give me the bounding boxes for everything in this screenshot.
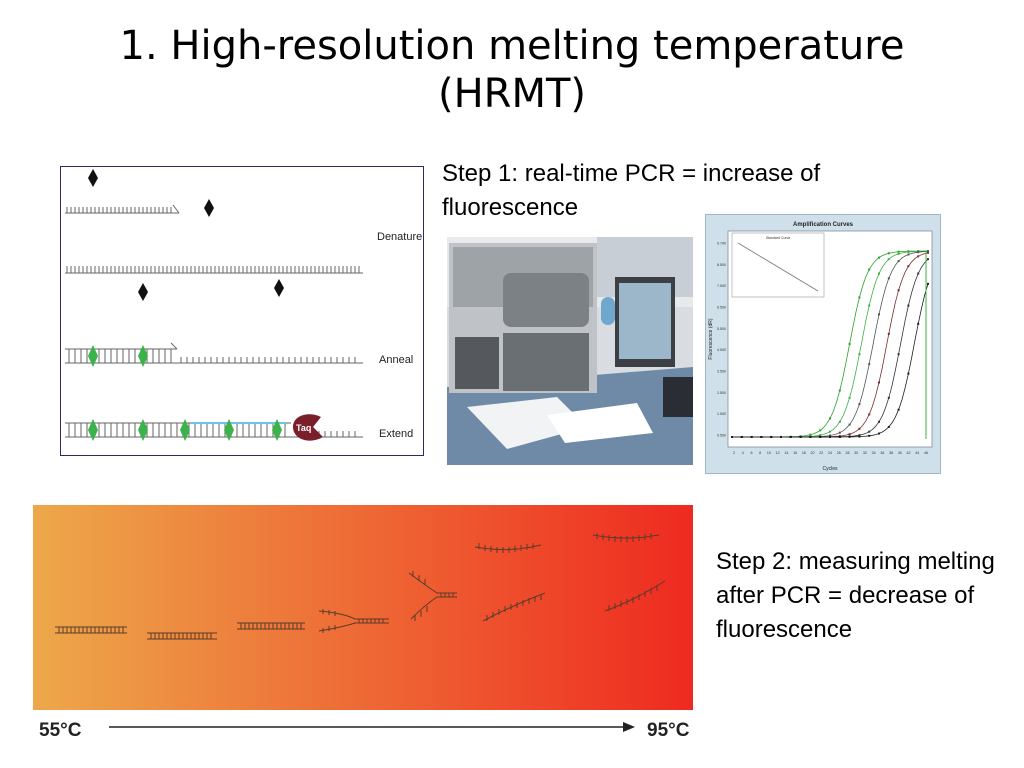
- taq-polymerase-icon: [293, 414, 323, 441]
- amp-chart-ylabel: Fluorescence (dR): [708, 318, 714, 359]
- amp-x-tick-label: 28: [845, 451, 849, 455]
- amp-x-tick-label: 32: [863, 451, 867, 455]
- probe-marker: [204, 199, 214, 217]
- dna-single-strand: [482, 592, 546, 622]
- dna-single-strand: [474, 543, 542, 553]
- amp-y-tick-label: 6.500: [717, 306, 726, 310]
- anneal-label: Anneal: [379, 354, 413, 366]
- amp-y-tick-label: 8.500: [717, 263, 726, 267]
- amp-x-tick-label: 4: [742, 451, 744, 455]
- amp-x-tick-label: 16: [793, 451, 797, 455]
- melting-gradient-panel: 55°C 95°C: [33, 505, 693, 745]
- dna-partially-melted: [318, 609, 389, 633]
- slide-title: 1. High-resolution melting temperature (…: [119, 23, 905, 117]
- fluorescent-probe: [272, 419, 282, 441]
- step2-caption: Step 2: measuring melting after PCR = de…: [716, 548, 995, 643]
- pcr-cycle-diagram: Denature Anneal: [60, 166, 424, 456]
- amp-chart-xlabel: Cycles: [822, 466, 838, 472]
- fluorescent-probe: [224, 419, 234, 441]
- dna-single-strand: [604, 580, 666, 612]
- amp-data-point: [927, 250, 929, 253]
- amp-y-tick-label: 3.500: [717, 370, 726, 374]
- dna-strand-long: [65, 266, 363, 274]
- amp-x-tick-label: 36: [880, 451, 884, 455]
- amp-x-tick-label: 8: [759, 451, 761, 455]
- melting-svg: 55°C 95°C: [33, 505, 693, 745]
- amp-y-tick-label: 9.700: [717, 242, 726, 246]
- end-temperature: 95°C: [647, 720, 690, 741]
- dna-strand-short: [65, 204, 180, 214]
- amp-x-tick-label: 40: [898, 451, 902, 455]
- fluorescent-probe: [180, 419, 190, 441]
- pcr-instrument-photo: [447, 237, 693, 465]
- amp-x-tick-label: 20: [811, 451, 815, 455]
- amp-x-tick-label: 46: [924, 451, 928, 455]
- amp-chart-title: Amplification Curves: [793, 222, 854, 228]
- standard-curve-line: [737, 242, 819, 292]
- amp-x-tick-label: 10: [767, 451, 771, 455]
- amp-y-tick-label: 0.500: [717, 434, 726, 438]
- amp-x-tick-label: 18: [802, 451, 806, 455]
- amp-x-tick-label: 26: [837, 451, 841, 455]
- dna-double-strand: [237, 622, 305, 630]
- taq-label: Taq: [296, 423, 311, 433]
- amp-x-tick-label: 38: [889, 451, 893, 455]
- probe-marker: [138, 283, 148, 301]
- amp-x-tick-label: 30: [854, 451, 858, 455]
- fluorescent-probe: [138, 419, 148, 441]
- amp-curve-line: [732, 283, 929, 438]
- amp-data-point: [927, 258, 929, 261]
- amplification-curves-chart: Amplification Curves Cycles Fluorescence…: [705, 214, 941, 474]
- amp-y-tick-label: 7.500: [717, 284, 726, 288]
- dna-partially-melted: [408, 571, 457, 621]
- amp-x-tick-label: 42: [907, 451, 911, 455]
- dna-double-strand: [55, 626, 127, 634]
- dna-anneal: [65, 342, 363, 364]
- fluorescent-probe: [88, 419, 98, 441]
- denature-label: Denature: [377, 231, 422, 243]
- standard-curve-inset: [731, 232, 825, 298]
- dna-double-strand: [147, 632, 217, 640]
- instrument-photo-svg: [447, 237, 693, 465]
- temperature-gradient: [33, 505, 693, 710]
- inset-title: Standard Curve: [766, 236, 791, 240]
- probe-marker: [88, 169, 98, 187]
- fluorescent-probe: [88, 345, 98, 367]
- arrow-head-icon: [623, 722, 635, 732]
- dna-single-strand: [592, 533, 660, 542]
- amp-x-tick-label: 44: [915, 451, 919, 455]
- start-temperature: 55°C: [39, 720, 82, 741]
- amp-x-tick-label: 6: [750, 451, 752, 455]
- fluorescent-probe: [138, 345, 148, 367]
- amp-y-tick-label: 1.500: [717, 412, 726, 416]
- amplification-chart-svg: Amplification Curves Cycles Fluorescence…: [708, 222, 933, 472]
- amp-y-tick-label: 2.500: [717, 391, 726, 395]
- amp-y-tick-label: 5.500: [717, 327, 726, 331]
- amp-x-tick-label: 14: [784, 451, 788, 455]
- amp-x-tick-label: 34: [872, 451, 876, 455]
- amp-y-tick-label: 4.500: [717, 348, 726, 352]
- pcr-diagram-svg: Denature Anneal: [65, 169, 422, 441]
- amp-x-tick-label: 22: [819, 451, 823, 455]
- step1-caption: Step 1: real-time PCR = increase of fluo…: [442, 160, 821, 221]
- probe-marker: [274, 279, 284, 297]
- extend-label: Extend: [379, 428, 413, 440]
- amp-x-tick-label: 12: [776, 451, 780, 455]
- amp-x-tick-label: 24: [828, 451, 832, 455]
- amp-x-tick-label: 2: [733, 451, 735, 455]
